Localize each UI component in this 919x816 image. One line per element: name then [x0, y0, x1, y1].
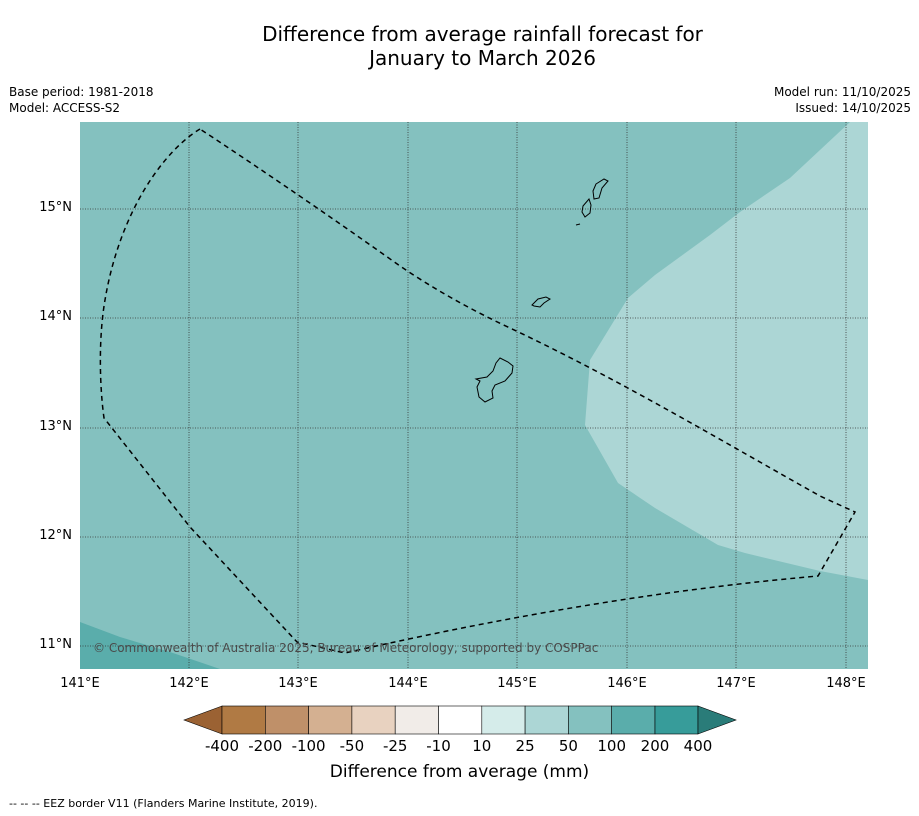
colorbar-cell	[308, 705, 353, 735]
lat-label-14n: 14°N	[39, 309, 72, 324]
copyright-text: © Commonwealth of Australia 2025, Bureau…	[93, 641, 599, 655]
eez-border	[99, 128, 857, 654]
lat-label-11n: 11°N	[39, 637, 72, 652]
colorbar-tick: 400	[683, 737, 713, 755]
lon-label-142e: 142°E	[169, 676, 209, 691]
guam-island	[474, 357, 514, 403]
colorbar-tick: -100	[291, 737, 326, 755]
colorbar-cell	[524, 705, 569, 735]
colorbar-tick: -50	[339, 737, 365, 755]
colorbar-cell-above	[697, 705, 737, 735]
colorbar	[183, 705, 737, 735]
colorbar-cell	[568, 705, 613, 735]
colorbar-cell	[351, 705, 396, 735]
meta-right: Model run: 11/10/2025 Issued: 14/10/2025	[774, 84, 911, 116]
colorbar-tick: -200	[248, 737, 283, 755]
meta-left: Base period: 1981-2018 Model: ACCESS-S2	[9, 84, 154, 116]
lat-label-15n: 15°N	[39, 200, 72, 215]
colorbar-cell	[394, 705, 439, 735]
colorbar-cell-below	[183, 705, 223, 735]
lon-label-147e: 147°E	[716, 676, 756, 691]
colorbar-tick: 100	[597, 737, 626, 755]
model-name: Model: ACCESS-S2	[9, 101, 121, 115]
lon-label-143e: 143°E	[278, 676, 318, 691]
colorbar-tick: -25	[382, 737, 408, 755]
map-area	[80, 122, 868, 669]
tinian-island	[581, 198, 592, 218]
lon-label-148e: 148°E	[826, 676, 866, 691]
colorbar-title: Difference from average (mm)	[329, 762, 590, 782]
colorbar-cell	[221, 705, 266, 735]
title-line-1: Difference from average rainfall forecas…	[262, 22, 703, 46]
islands	[474, 178, 609, 403]
title-line-2: January to March 2026	[369, 46, 596, 70]
grid-lines	[80, 122, 868, 669]
colorbar-cell	[654, 705, 699, 735]
colorbar-tick: -10	[426, 737, 451, 755]
chart-title: Difference from average rainfall forecas…	[0, 22, 919, 70]
rainfall-band-100-200	[80, 622, 220, 669]
eez-legend-footnote: -- -- -- EEZ border V11 (Flanders Marine…	[9, 797, 318, 810]
colorbar-tick: 25	[515, 737, 535, 755]
colorbar-tick: -400	[204, 737, 240, 755]
base-period: Base period: 1981-2018	[9, 85, 154, 99]
colorbar-tick: 200	[640, 737, 670, 755]
colorbar-tick: 10	[472, 737, 492, 755]
lon-label-146e: 146°E	[607, 676, 647, 691]
issued-date: Issued: 14/10/2025	[795, 101, 911, 115]
rainfall-band-25-50	[585, 122, 868, 580]
model-run: Model run: 11/10/2025	[773, 85, 911, 99]
rota-island	[531, 296, 551, 308]
lon-label-144e: 144°E	[388, 676, 428, 691]
lat-label-12n: 12°N	[39, 528, 72, 543]
colorbar-cell	[264, 705, 309, 735]
colorbar-cell	[611, 705, 656, 735]
lat-label-13n: 13°N	[39, 419, 72, 434]
colorbar-cell	[438, 705, 483, 735]
colorbar-tick: 50	[558, 737, 578, 755]
aguijan-island	[575, 223, 581, 226]
lon-label-145e: 145°E	[497, 676, 537, 691]
colorbar-cell	[481, 705, 526, 735]
lon-label-141e: 141°E	[60, 676, 100, 691]
saipan-island	[592, 178, 609, 200]
